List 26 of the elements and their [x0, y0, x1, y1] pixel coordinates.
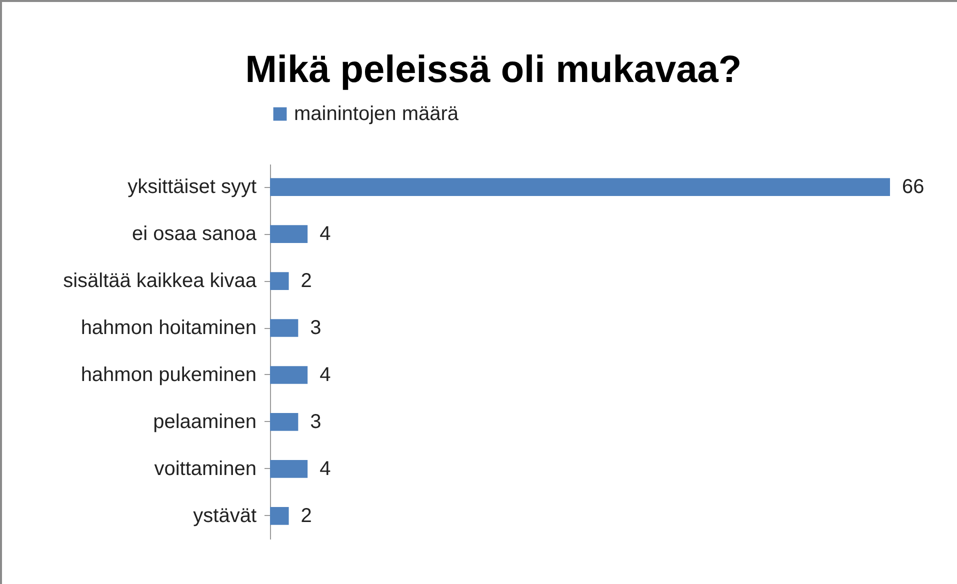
bar [270, 319, 298, 337]
data-label: 3 [310, 317, 322, 340]
bar [270, 366, 308, 384]
data-label: 66 [902, 176, 924, 198]
y-tick-label: sisältää kaikkea kivaa [63, 270, 258, 292]
legend-label: mainintojen määrä [294, 103, 460, 125]
bar [270, 507, 289, 525]
y-tick-label: pelaaminen [153, 410, 256, 433]
y-tick-label: hahmon pukeminen [80, 364, 256, 386]
y-tick-label: hahmon hoitaminen [80, 317, 256, 340]
bar [270, 460, 308, 478]
bar [270, 178, 890, 196]
y-tick-label: voittaminen [154, 458, 256, 480]
data-label: 4 [320, 223, 331, 246]
y-tick-label: yksittäiset syyt [128, 176, 257, 198]
y-tick-label: ystävät [193, 504, 257, 527]
data-label: 4 [320, 364, 331, 386]
bar [270, 272, 289, 290]
data-label: 2 [300, 270, 312, 292]
bar [270, 225, 308, 243]
chart-title: Mikä peleissä oli mukavaa? [245, 49, 742, 91]
data-label: 4 [320, 458, 331, 480]
data-label: 3 [310, 410, 322, 433]
y-tick-label: ei osaa sanoa [132, 223, 258, 246]
bar [270, 413, 298, 431]
data-label: 2 [300, 504, 312, 527]
